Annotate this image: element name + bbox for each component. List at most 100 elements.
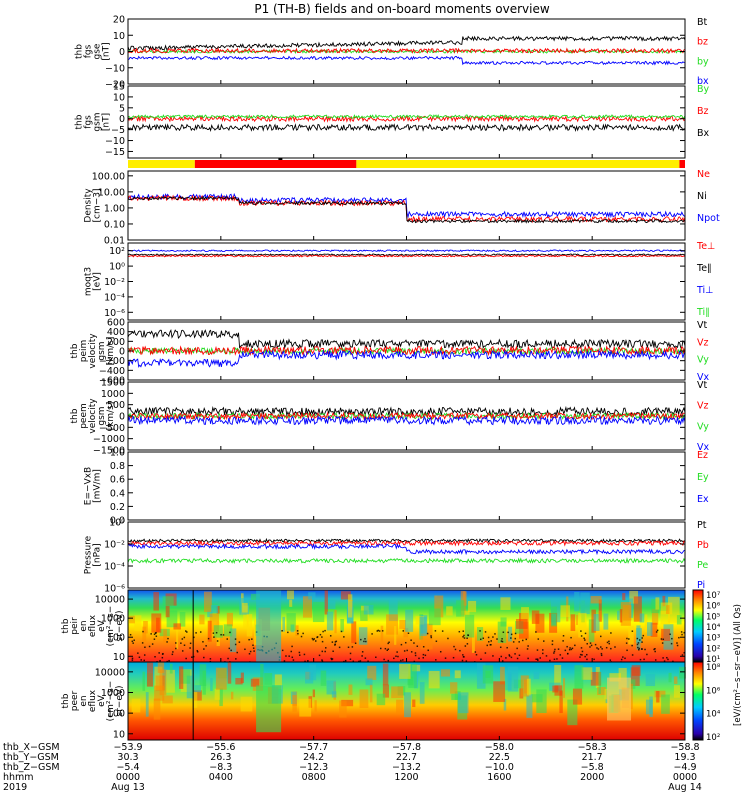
spectrogram-cell <box>526 694 533 718</box>
spectrogram-feature <box>607 677 632 721</box>
spectrogram-noise <box>501 640 504 643</box>
spectrogram-noise <box>641 641 643 643</box>
spectrogram-cell <box>324 590 328 615</box>
xaxis-value: 26.3 <box>210 752 231 763</box>
spectrogram-cell <box>163 629 167 645</box>
spectrogram-cell <box>507 666 519 692</box>
spectrogram-noise <box>580 635 583 637</box>
legend-entry-by: by <box>697 56 709 67</box>
spectrogram-noise <box>676 644 679 647</box>
spectrogram-noise <box>321 636 323 638</box>
ytick-label: 0 <box>119 412 125 423</box>
spectrogram-noise <box>238 641 241 643</box>
spectrogram-cell <box>286 613 296 631</box>
spectrogram-noise <box>332 650 334 653</box>
spectrogram-noise <box>637 642 640 644</box>
mode-bar-segment <box>194 160 357 168</box>
spectrogram-cell <box>348 684 353 695</box>
spectrogram-cell <box>535 613 545 633</box>
spectrogram-noise <box>636 637 639 640</box>
spectrogram-noise <box>631 654 634 656</box>
spectrogram-cell <box>240 696 253 712</box>
spectrogram-noise <box>646 653 648 656</box>
spectrogram-noise <box>584 639 586 641</box>
spectrogram-noise <box>343 636 345 638</box>
spectrogram-noise <box>414 654 417 657</box>
ylabel-line: fgs <box>84 44 94 58</box>
spectrogram-noise <box>625 642 628 644</box>
spectrogram-noise <box>291 656 294 659</box>
xaxis-year: 2019 <box>3 782 27 793</box>
xaxis-value: 0000 <box>673 772 697 783</box>
spectrogram-cell <box>668 672 672 683</box>
spectrogram-noise <box>344 659 347 662</box>
ytick-label: 1.00 <box>104 203 125 214</box>
spectrogram-cell <box>186 675 195 699</box>
spectrogram-cell <box>340 619 344 632</box>
spectrogram-noise <box>150 633 152 635</box>
spectrogram-cell <box>334 609 337 634</box>
spectrogram-noise <box>512 641 515 643</box>
spectrogram-cell <box>673 685 680 698</box>
spectrogram-noise <box>410 639 412 641</box>
ytick-label: −200 <box>99 356 125 367</box>
spectrogram-noise <box>384 647 387 650</box>
ylabel-line: (cm²−s− <box>106 681 116 722</box>
spectrogram-cell <box>521 607 530 622</box>
spectrogram-cell <box>623 605 632 621</box>
spectrogram-cell <box>340 591 351 600</box>
spectrogram-noise <box>196 651 199 653</box>
spectrogram-noise <box>406 649 408 652</box>
spectrogram-noise <box>525 638 528 641</box>
spectrogram-noise <box>549 659 551 662</box>
spectrogram-cell <box>570 614 576 632</box>
colorbar-label: 10⁵ <box>706 612 720 622</box>
spectrogram-cell <box>629 590 639 604</box>
ylabel-line: thb <box>61 693 71 708</box>
spectrogram-cell <box>622 593 626 601</box>
ytick-label: −20 <box>105 80 125 91</box>
spectrogram-noise <box>183 644 186 646</box>
spectrogram-noise <box>352 660 355 663</box>
spectrogram-cell <box>644 614 648 633</box>
ylabel-line: gsm <box>97 341 107 360</box>
spectrogram-cell <box>590 596 602 604</box>
spectrogram-noise <box>566 645 568 648</box>
spectrogram-cell <box>598 610 602 621</box>
ytick-label: 10⁻² <box>104 540 125 551</box>
spectrogram-noise <box>324 629 326 632</box>
spectrogram-noise <box>132 642 134 644</box>
spectrogram-cell <box>351 621 357 644</box>
spectrogram-noise <box>463 637 466 639</box>
spectrogram-noise <box>189 647 191 649</box>
spectrogram-cell <box>282 616 285 632</box>
spectrogram-noise <box>583 637 585 640</box>
spectrogram-noise <box>486 644 489 647</box>
ylabel-line: en <box>79 695 89 706</box>
spectrogram-noise <box>358 660 360 663</box>
ytick-label: 15 <box>113 82 125 93</box>
spectrogram-cell <box>598 671 601 694</box>
spectrogram-noise <box>321 659 323 661</box>
spectrogram-noise <box>681 633 683 636</box>
spectrogram-noise <box>631 630 634 632</box>
ytick-label: 500 <box>107 400 125 411</box>
spectrogram-noise <box>215 631 218 634</box>
mode-bar-segment <box>679 160 685 168</box>
spectrogram-noise <box>614 646 616 648</box>
spectrogram-cell <box>199 664 207 686</box>
spectrogram-noise <box>500 655 503 658</box>
spectrogram-noise <box>387 659 390 662</box>
xaxis-row-label: thb_Y−GSM <box>3 752 59 763</box>
series-line <box>127 411 686 421</box>
spectrogram-noise <box>660 638 663 640</box>
spectrogram-cell <box>216 606 220 614</box>
colorbar-label: 10⁸ <box>706 663 721 673</box>
legend-entry-vz: Vz <box>697 337 709 348</box>
spectrogram-cell <box>574 665 584 689</box>
legend-entry-ez: Ez <box>697 450 708 461</box>
spectrogram-noise <box>501 660 504 662</box>
spectrogram-noise <box>397 655 399 658</box>
spectrogram-cell <box>250 593 260 600</box>
